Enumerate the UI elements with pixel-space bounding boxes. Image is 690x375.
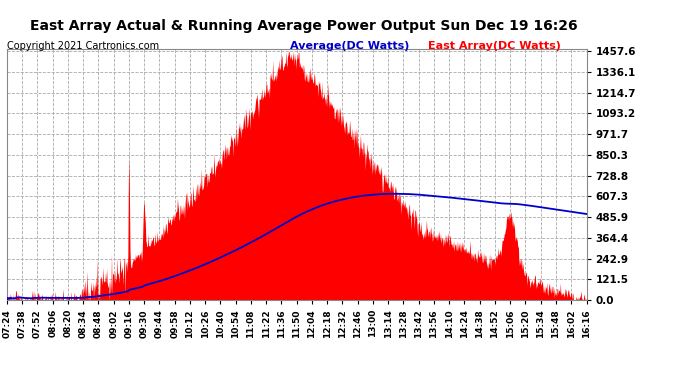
Text: Copyright 2021 Cartronics.com: Copyright 2021 Cartronics.com <box>7 41 159 51</box>
Text: East Array Actual & Running Average Power Output Sun Dec 19 16:26: East Array Actual & Running Average Powe… <box>30 19 578 33</box>
Text: Average(DC Watts): Average(DC Watts) <box>290 41 409 51</box>
Text: East Array(DC Watts): East Array(DC Watts) <box>428 41 561 51</box>
